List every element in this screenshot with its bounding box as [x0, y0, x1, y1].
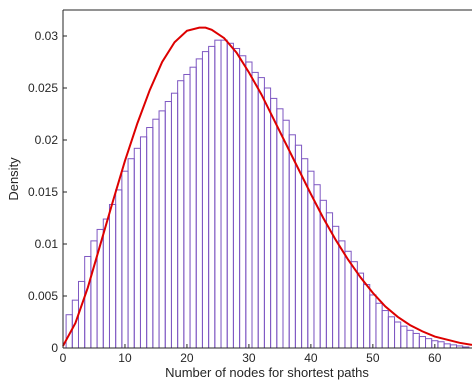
histogram-bar	[146, 127, 154, 349]
x-tick-label: 20	[180, 351, 194, 365]
x-tick-label: 60	[428, 351, 442, 365]
y-tick-label: 0.01	[35, 237, 59, 251]
histogram-bar	[158, 110, 166, 349]
histogram-bar	[115, 189, 123, 349]
histogram-bar	[226, 42, 234, 349]
x-axis-label: Number of nodes for shortest paths	[165, 365, 369, 380]
histogram-bar	[239, 55, 247, 349]
histogram-bar	[288, 134, 296, 349]
histogram-bar	[183, 73, 191, 349]
x-tick-label: 10	[118, 351, 132, 365]
y-tick-label: 0.005	[28, 289, 58, 303]
y-tick-label: 0.025	[28, 81, 58, 95]
histogram-bar	[108, 203, 117, 349]
histogram-bar	[387, 316, 396, 349]
y-tick-label: 0.015	[28, 185, 58, 199]
histogram-bar	[406, 329, 414, 349]
histogram-bar	[177, 80, 185, 349]
histogram-bar	[208, 45, 216, 349]
histogram-bar	[152, 118, 160, 349]
histogram-bar	[133, 147, 141, 349]
histogram-bar	[369, 294, 377, 349]
histogram-bar	[356, 272, 365, 349]
histogram-bar	[164, 101, 172, 349]
histogram-bar	[139, 136, 148, 349]
x-tick-label: 40	[304, 351, 318, 365]
histogram-bars	[65, 39, 470, 349]
density-curve	[62, 26, 472, 347]
histogram-bar	[251, 71, 259, 349]
histogram-bar	[338, 240, 346, 349]
histogram-bar	[214, 39, 222, 349]
histogram-bar	[257, 77, 265, 349]
histogram-bar	[282, 119, 290, 349]
histogram-bar	[363, 284, 371, 349]
histogram-bar	[276, 108, 284, 349]
histogram-bar	[201, 51, 210, 349]
histogram-bar	[232, 47, 241, 349]
histogram-bar	[375, 302, 383, 349]
histogram-bar	[394, 321, 402, 349]
histogram-bar	[437, 341, 445, 349]
histogram-bar	[263, 87, 272, 349]
histogram-bar	[381, 310, 389, 349]
histogram-bar	[170, 92, 179, 349]
histogram-bar	[270, 97, 278, 349]
ticks: 0 10 20 30 40 50 60 0 0.005 0.01 0.015 0.02 0.025 0.0…	[28, 29, 442, 365]
histogram-bar	[127, 158, 135, 349]
axes	[62, 9, 472, 349]
y-tick-label: 0.02	[35, 133, 59, 147]
histogram-bar	[400, 325, 408, 349]
histogram-bar	[102, 218, 110, 349]
histogram-bar	[344, 250, 352, 349]
histogram-bar	[121, 170, 129, 349]
histogram-bar	[195, 58, 203, 349]
histogram-bar	[189, 66, 197, 349]
histogram-bar	[443, 343, 451, 349]
y-axis-label: Density	[6, 157, 21, 201]
x-tick-label: 50	[366, 351, 380, 365]
histogram-bar	[350, 261, 358, 349]
histogram-bar	[425, 338, 433, 349]
histogram-bar	[220, 39, 228, 349]
x-tick-label: 30	[242, 351, 256, 365]
histogram-bar	[84, 255, 92, 349]
histogram-bar	[245, 61, 253, 349]
histogram-bar	[77, 280, 86, 349]
y-tick-label: 0	[51, 341, 58, 355]
histogram-bar	[412, 332, 420, 349]
x-tick-label: 0	[60, 351, 67, 365]
y-tick-label: 0.03	[35, 29, 59, 43]
histogram-bar	[418, 336, 427, 349]
